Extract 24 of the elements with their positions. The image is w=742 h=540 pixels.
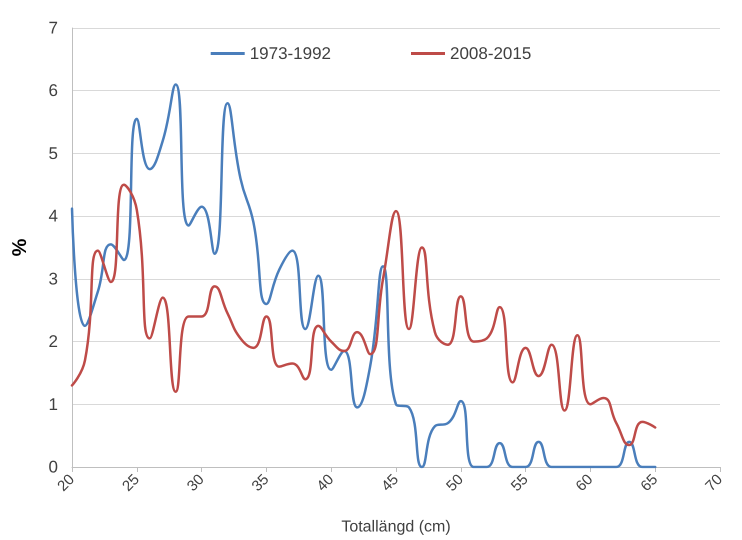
y-axis-title: % xyxy=(9,238,31,256)
y-tick-label: 2 xyxy=(48,332,58,352)
y-tick-label: 1 xyxy=(48,394,58,414)
y-tick-label: 7 xyxy=(48,18,58,38)
y-tick-label: 0 xyxy=(48,458,58,476)
legend-label: 1973-1992 xyxy=(250,44,332,63)
x-tick-label: 30 xyxy=(184,470,208,495)
line-series xyxy=(70,184,656,446)
x-tick-label: 65 xyxy=(637,470,662,495)
y-tick-label: 6 xyxy=(48,81,58,100)
x-tick-label: 70 xyxy=(702,470,726,495)
x-tick-label: 40 xyxy=(313,470,338,495)
y-tick-label: 4 xyxy=(48,206,58,226)
x-tick-label: 45 xyxy=(378,470,402,495)
x-tick-label: 55 xyxy=(508,470,532,495)
line-series xyxy=(70,83,656,468)
x-tick-label: 35 xyxy=(248,470,272,495)
x-tick-label: 50 xyxy=(443,470,467,495)
y-tick-label: 3 xyxy=(48,269,58,288)
x-tick-label: 25 xyxy=(119,470,143,495)
y-tick-label: 5 xyxy=(48,144,58,163)
legend-label: 2008-2015 xyxy=(450,44,532,63)
x-axis-title: Totallängd (cm) xyxy=(341,518,451,536)
x-tick-label: 60 xyxy=(572,470,596,495)
